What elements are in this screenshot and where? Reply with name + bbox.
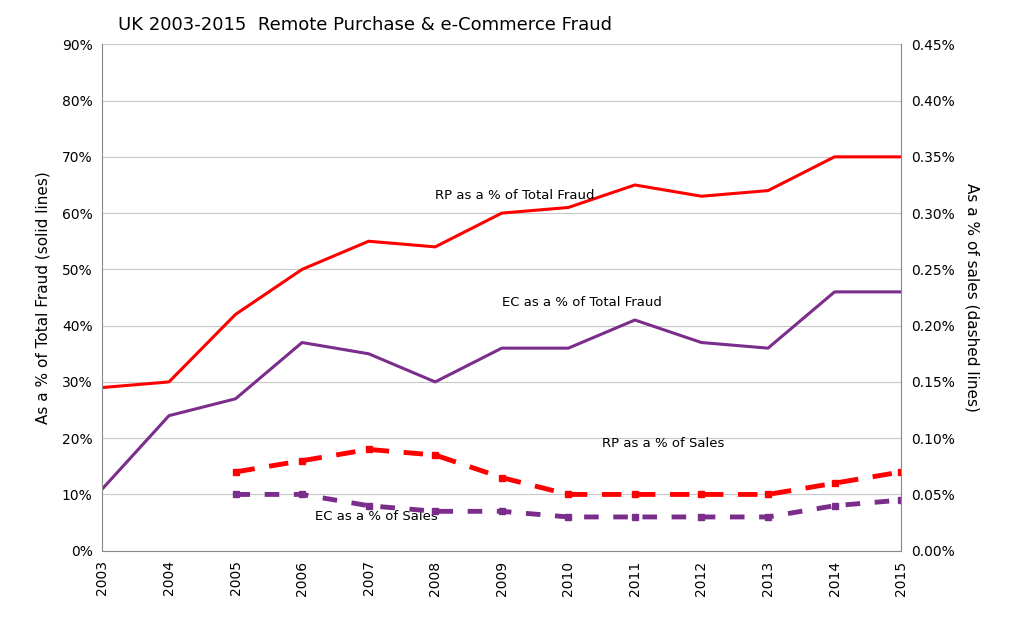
Text: UK 2003-2015  Remote Purchase & e-Commerce Fraud: UK 2003-2015 Remote Purchase & e-Commerc… — [119, 16, 612, 34]
Text: EC as a % of Total Fraud: EC as a % of Total Fraud — [502, 296, 662, 309]
Text: RP as a % of Total Fraud: RP as a % of Total Fraud — [435, 189, 595, 202]
Text: RP as a % of Sales: RP as a % of Sales — [602, 437, 724, 449]
Y-axis label: As a % of Total Fraud (solid lines): As a % of Total Fraud (solid lines) — [36, 171, 51, 424]
Text: EC as a % of Sales: EC as a % of Sales — [315, 510, 438, 523]
Y-axis label: As a % of sales (dashed lines): As a % of sales (dashed lines) — [965, 183, 980, 412]
